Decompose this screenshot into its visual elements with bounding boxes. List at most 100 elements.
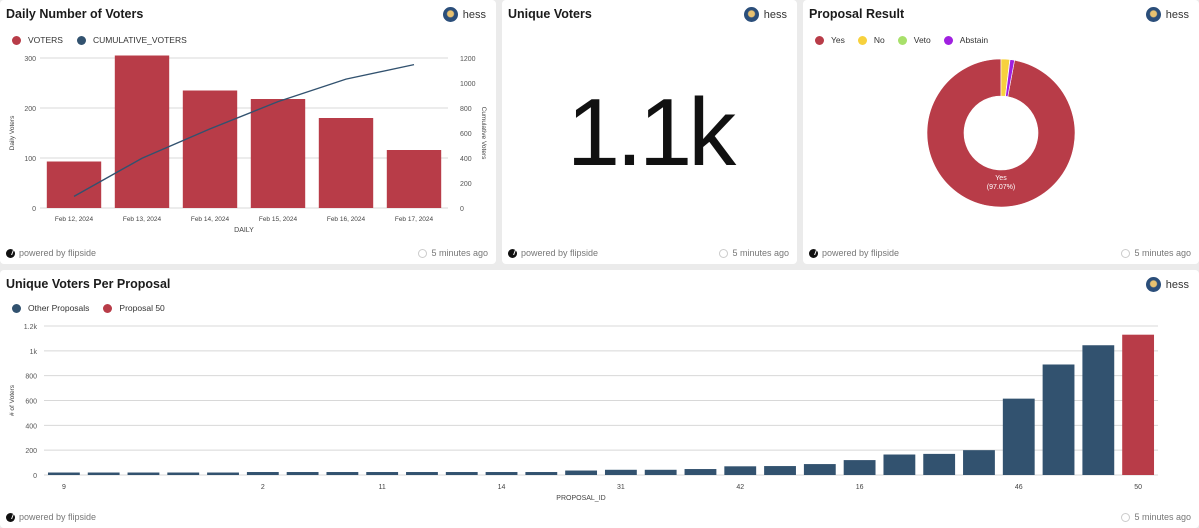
y-tick-label: 100 bbox=[24, 156, 36, 163]
bar bbox=[286, 472, 319, 475]
bar bbox=[127, 472, 160, 475]
panel-title: Proposal Result bbox=[809, 7, 905, 21]
legend-item-other[interactable]: Other Proposals bbox=[12, 303, 89, 313]
bar bbox=[923, 453, 956, 475]
author-badge[interactable]: hess bbox=[743, 7, 787, 22]
y-tick-label: 200 bbox=[24, 106, 36, 113]
legend-item-no[interactable]: No bbox=[857, 35, 885, 45]
bar bbox=[46, 161, 102, 208]
author-badge[interactable]: hess bbox=[1145, 277, 1189, 292]
legend-item-veto[interactable]: Veto bbox=[897, 35, 931, 45]
x-tick-label: 16 bbox=[856, 484, 864, 491]
x-tick-label: 42 bbox=[736, 484, 744, 491]
y2-tick-label: 0 bbox=[460, 206, 464, 213]
legend-item-abstain[interactable]: Abstain bbox=[943, 35, 988, 45]
bar bbox=[684, 469, 717, 475]
y2-tick-label: 1200 bbox=[460, 56, 476, 63]
y-tick-label: 0 bbox=[32, 206, 36, 213]
author-badge[interactable]: hess bbox=[1145, 7, 1189, 22]
x-tick-label: 31 bbox=[617, 484, 625, 491]
panel-footer: powered by flipside 5 minutes ago bbox=[6, 512, 1191, 522]
x-tick-label: Feb 15, 2024 bbox=[259, 216, 298, 223]
clock-icon bbox=[1121, 512, 1131, 522]
chart-legend: Other Proposals Proposal 50 bbox=[12, 303, 165, 313]
x-tick-label: Feb 14, 2024 bbox=[191, 216, 230, 223]
proposal-result-panel: Proposal Result hess Yes No Veto Abstain… bbox=[803, 0, 1199, 264]
y-tick-label: 0 bbox=[33, 473, 37, 480]
bar bbox=[326, 472, 359, 475]
avatar bbox=[1145, 277, 1161, 292]
bar bbox=[1082, 345, 1115, 475]
updated-text: 5 minutes ago bbox=[1134, 512, 1191, 522]
powered-by-text: powered by flipside bbox=[19, 248, 97, 258]
bar bbox=[1122, 334, 1155, 475]
y2-tick-label: 400 bbox=[460, 156, 472, 163]
voters-per-proposal-chart: 0 200 400 600 800 1k 1.2k # of Voters 9 2 11 14 31 42… bbox=[9, 324, 1158, 502]
x-axis-label: DAILY bbox=[234, 227, 254, 234]
y-axis-label: Daily Voters bbox=[9, 115, 16, 150]
bar bbox=[445, 472, 478, 475]
bar bbox=[47, 472, 80, 475]
y2-tick-label: 1000 bbox=[460, 81, 476, 88]
clock-icon bbox=[1121, 248, 1131, 258]
flipside-logo-icon bbox=[809, 248, 818, 258]
author-name: hess bbox=[462, 8, 486, 21]
proposal-result-donut: Yes (97.07%) bbox=[926, 58, 1076, 208]
x-tick-label: Feb 13, 2024 bbox=[123, 216, 162, 223]
bar bbox=[485, 472, 518, 475]
bar bbox=[406, 472, 438, 475]
bar bbox=[604, 469, 637, 475]
flipside-logo-icon bbox=[6, 512, 15, 522]
unique-voters-value: 1.1k bbox=[566, 79, 736, 186]
avatar bbox=[442, 7, 458, 22]
bar bbox=[1002, 398, 1035, 475]
bar bbox=[963, 450, 995, 475]
bar bbox=[525, 472, 558, 475]
bar bbox=[246, 472, 279, 475]
x-tick-label: Feb 12, 2024 bbox=[55, 216, 94, 223]
daily-voters-chart: 0 100 200 300 0 200 400 600 800 1000 1200 Daily Vot… bbox=[9, 55, 487, 234]
y-tick-label: 1.2k bbox=[24, 324, 38, 331]
x-tick-label: 46 bbox=[1015, 484, 1023, 491]
updated-text: 5 minutes ago bbox=[431, 248, 488, 258]
legend-item-voters[interactable]: VOTERS bbox=[12, 35, 63, 45]
updated-text: 5 minutes ago bbox=[1134, 248, 1191, 258]
x-tick-label: 9 bbox=[62, 484, 66, 491]
avatar bbox=[1145, 7, 1161, 22]
bar bbox=[803, 464, 836, 475]
clock-icon bbox=[418, 248, 428, 258]
y2-tick-label: 600 bbox=[460, 131, 472, 138]
author-name: hess bbox=[763, 8, 787, 21]
x-axis-label: PROPOSAL_ID bbox=[556, 495, 605, 502]
bar bbox=[167, 472, 200, 475]
legend-item-yes[interactable]: Yes bbox=[815, 35, 845, 45]
bar bbox=[114, 55, 170, 208]
panel-title: Daily Number of Voters bbox=[6, 7, 144, 21]
author-name: hess bbox=[1165, 8, 1189, 21]
bar bbox=[182, 90, 238, 208]
author-badge[interactable]: hess bbox=[442, 7, 486, 22]
panel-footer: powered by flipside 5 minutes ago bbox=[508, 248, 789, 258]
author-name: hess bbox=[1165, 278, 1189, 291]
y-tick-label: 400 bbox=[25, 423, 37, 430]
avatar bbox=[743, 7, 759, 22]
chart-legend: Yes No Veto Abstain bbox=[815, 35, 988, 45]
x-tick-label: Feb 16, 2024 bbox=[327, 216, 366, 223]
y-tick-label: 300 bbox=[24, 56, 36, 63]
x-tick-label: 50 bbox=[1134, 484, 1142, 491]
panel-footer: powered by flipside 5 minutes ago bbox=[6, 248, 488, 258]
series-line-cumulative-voters bbox=[73, 63, 415, 197]
powered-by-text: powered by flipside bbox=[822, 248, 900, 258]
legend-item-cumulative[interactable]: CUMULATIVE_VOTERS bbox=[76, 35, 187, 45]
bar bbox=[843, 460, 876, 475]
bar bbox=[1042, 364, 1075, 475]
y-tick-label: 1k bbox=[30, 349, 38, 356]
x-tick-label: 2 bbox=[261, 484, 265, 491]
unique-voters-panel: Unique Voters hess 1.1k powered by flips… bbox=[502, 0, 797, 264]
chart-legend: VOTERS CUMULATIVE_VOTERS bbox=[12, 35, 187, 45]
powered-by-text: powered by flipside bbox=[521, 248, 599, 258]
voters-per-proposal-panel: Unique Voters Per Proposal hess Other Pr… bbox=[0, 270, 1199, 528]
legend-item-proposal-50[interactable]: Proposal 50 bbox=[103, 303, 165, 313]
bar bbox=[883, 454, 916, 475]
daily-voters-panel: Daily Number of Voters hess VOTERS CUMUL… bbox=[0, 0, 496, 264]
